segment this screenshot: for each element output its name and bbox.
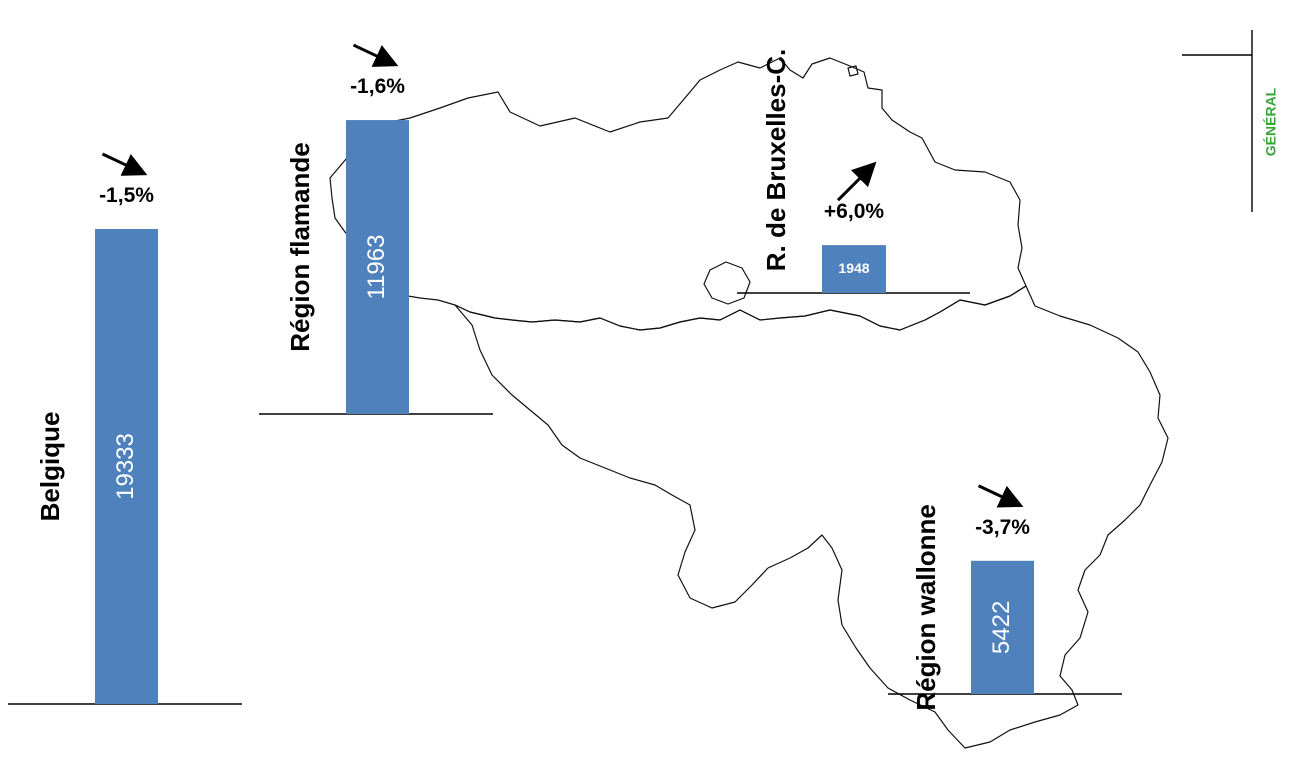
trend-up-arrow-icon (836, 161, 877, 202)
trend-down-arrow-icon (101, 152, 148, 176)
bar-group-region-flamande: 11963 -1,6% Région flamande (259, 43, 493, 415)
bar-region-flamande (346, 120, 409, 414)
bar-group-r-de-bruxelles-c: 1948 +6,0% R. de Bruxelles-C. (737, 49, 970, 294)
change-label: +6,0% (824, 200, 884, 223)
region-label: Belgique (35, 412, 65, 522)
region-label: R. de Bruxelles-C. (761, 49, 791, 272)
baarle-enclave (847, 65, 859, 77)
bar-group-belgique: 19333 -1,5% Belgique (8, 152, 242, 705)
bar-groups: 19333 -1,5% Belgique 11963 -1,6% Région flama… (8, 43, 1122, 711)
page-tag: GÉNÉRAL (1182, 30, 1279, 212)
change-label: -3,7% (975, 516, 1030, 539)
bar-belgique (95, 229, 158, 704)
region-label: Région flamande (285, 142, 315, 351)
bar-value-label: 5422 (988, 601, 1015, 654)
bar-region-wallonne (971, 560, 1034, 694)
bar-value-label: 1948 (838, 260, 869, 276)
change-label: -1,5% (99, 184, 154, 207)
trend-down-arrow-icon (977, 484, 1024, 508)
trend-down-arrow-icon (352, 43, 399, 67)
bar-group-region-wallonne: 5422 -3,7% Région wallonne (888, 484, 1122, 711)
brussels-outline (703, 261, 751, 305)
wallonia-outline (454, 285, 1169, 749)
bar-r-de-bruxelles-c (822, 245, 886, 293)
bar-value-label: 19333 (112, 433, 139, 500)
page-tag-label: GÉNÉRAL (1263, 87, 1279, 156)
flanders-outline (329, 57, 1027, 331)
change-label: -1,6% (350, 75, 405, 98)
bar-value-label: 11963 (363, 235, 390, 300)
region-label: Région wallonne (911, 504, 941, 711)
belgium-map (329, 57, 1169, 749)
